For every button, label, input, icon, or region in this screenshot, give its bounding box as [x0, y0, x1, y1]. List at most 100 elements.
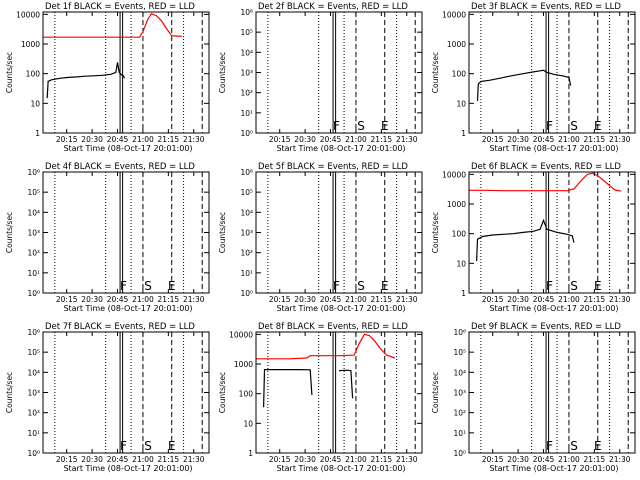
panel-title: Det 8f BLACK = Events, RED = LLD	[258, 322, 408, 332]
x-tick-label: 20:30	[507, 455, 529, 464]
x-tick-label: 21:00	[345, 455, 367, 464]
marker-f: F	[333, 279, 340, 293]
x-tick-label: 20:30	[81, 135, 103, 144]
marker-f: F	[546, 439, 553, 453]
y-tick-label: 1000	[21, 40, 40, 49]
y-axis-label: Counts/sec	[218, 52, 227, 93]
detector-panel-6: Det 6f BLACK = Events, RED = LLD F S E 20:15…	[431, 162, 636, 313]
x-tick-label: 21:00	[558, 135, 580, 144]
y-tick-label: 10⁵	[27, 188, 40, 197]
y-tick-label: 10⁰	[27, 449, 40, 458]
y-tick-label: 10⁰	[240, 289, 253, 298]
y-tick-label: 100	[239, 390, 254, 399]
x-axis-label: Start Time (08-Oct-17 20:01:00)	[63, 464, 192, 473]
panel-title: Det 7f BLACK = Events, RED = LLD	[45, 322, 195, 332]
y-tick-label: 10²	[27, 409, 40, 418]
marker-f: F	[120, 279, 127, 293]
y-tick-label: 10⁵	[240, 28, 253, 37]
x-tick-label: 20:30	[507, 295, 529, 304]
x-tick-label: 21:30	[396, 295, 418, 304]
series-lld-line	[43, 12, 182, 38]
marker-s: S	[570, 439, 578, 453]
y-tick-label: 1	[461, 129, 466, 138]
marker-f: F	[546, 119, 553, 133]
y-tick-label: 10	[243, 419, 253, 428]
x-tick-label: 20:15	[482, 295, 504, 304]
x-tick-label: 21:15	[158, 295, 180, 304]
y-tick-label: 10000	[229, 330, 253, 339]
y-tick-label: 10²	[453, 409, 466, 418]
y-tick-label: 1000	[447, 200, 466, 209]
y-tick-label: 10⁴	[240, 208, 253, 217]
marker-s: S	[144, 439, 152, 453]
x-tick-label: 21:30	[609, 295, 631, 304]
x-tick-label: 20:45	[320, 135, 342, 144]
marker-e: E	[381, 119, 389, 133]
detector-panel-3: Det 3f BLACK = Events, RED = LLD F S E 20:15…	[431, 2, 636, 153]
axes-frame	[255, 331, 423, 454]
y-tick-label: 10¹	[27, 269, 40, 278]
panel-title: Det 4f BLACK = Events, RED = LLD	[45, 162, 195, 172]
marker-e: E	[381, 279, 389, 293]
y-tick-label: 1000	[447, 40, 466, 49]
x-axis-label: Start Time (08-Oct-17 20:01:00)	[63, 144, 192, 153]
x-axis-label: Start Time (08-Oct-17 20:01:00)	[276, 304, 405, 313]
detector-panel-2: Det 2f BLACK = Events, RED = LLD F S E 20:15…	[218, 2, 423, 153]
y-tick-label: 10⁶	[240, 8, 253, 17]
marker-s: S	[144, 279, 152, 293]
marker-s: S	[570, 279, 578, 293]
x-tick-label: 20:30	[294, 135, 316, 144]
y-tick-label: 10¹	[240, 269, 253, 278]
x-tick-label: 20:45	[533, 295, 555, 304]
x-tick-label: 21:30	[183, 455, 205, 464]
y-tick-label: 10³	[27, 229, 40, 238]
series-events-line	[46, 62, 125, 99]
panel-title: Det 9f BLACK = Events, RED = LLD	[471, 322, 621, 332]
y-tick-label: 10⁵	[27, 348, 40, 357]
axes-frame	[255, 11, 423, 134]
x-tick-label: 21:15	[584, 455, 606, 464]
y-tick-label: 10⁰	[240, 129, 253, 138]
x-tick-label: 21:00	[132, 295, 154, 304]
y-tick-label: 1	[35, 129, 40, 138]
x-tick-label: 21:00	[132, 135, 154, 144]
marker-e: E	[168, 439, 176, 453]
x-tick-label: 20:45	[533, 135, 555, 144]
y-axis-label: Counts/sec	[218, 372, 227, 413]
x-tick-label: 21:00	[345, 295, 367, 304]
series-events-line	[338, 369, 354, 399]
y-tick-label: 10¹	[453, 429, 466, 438]
panel-title: Det 6f BLACK = Events, RED = LLD	[471, 162, 621, 172]
x-axis-label: Start Time (08-Oct-17 20:01:00)	[276, 144, 405, 153]
x-tick-label: 20:45	[320, 295, 342, 304]
x-tick-label: 20:15	[482, 455, 504, 464]
y-tick-label: 10⁰	[27, 289, 40, 298]
x-tick-label: 20:30	[81, 455, 103, 464]
x-tick-label: 21:30	[183, 135, 205, 144]
x-tick-label: 21:00	[132, 455, 154, 464]
marker-f: F	[333, 119, 340, 133]
y-tick-label: 10²	[27, 249, 40, 258]
x-tick-label: 21:00	[558, 295, 580, 304]
y-tick-label: 100	[452, 70, 467, 79]
panel-title: Det 2f BLACK = Events, RED = LLD	[258, 2, 408, 12]
x-tick-label: 21:15	[371, 135, 393, 144]
marker-f: F	[120, 439, 127, 453]
y-tick-label: 1000	[234, 360, 253, 369]
x-tick-label: 20:45	[107, 295, 129, 304]
x-axis-label: Start Time (08-Oct-17 20:01:00)	[276, 464, 405, 473]
y-tick-label: 10⁶	[240, 168, 253, 177]
detector-panel-5: Det 5f BLACK = Events, RED = LLD F S E 20:15…	[218, 162, 423, 313]
x-tick-label: 21:15	[584, 135, 606, 144]
y-tick-label: 10	[30, 99, 40, 108]
y-tick-label: 10000	[442, 10, 466, 19]
y-tick-label: 10000	[16, 10, 40, 19]
axes-frame	[468, 11, 636, 134]
axes-frame	[468, 171, 636, 294]
x-tick-label: 21:15	[584, 295, 606, 304]
detector-panel-9: Det 9f BLACK = Events, RED = LLD F S E 20:15…	[431, 322, 636, 473]
x-tick-label: 20:15	[269, 135, 291, 144]
x-tick-label: 20:30	[294, 295, 316, 304]
